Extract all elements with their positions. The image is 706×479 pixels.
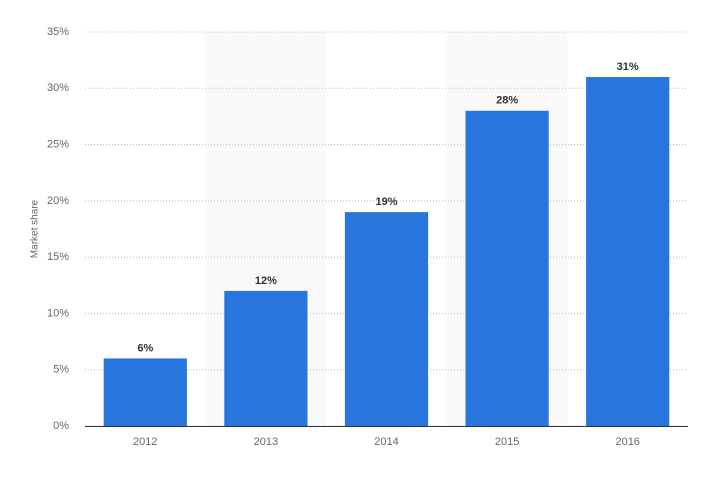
bar (465, 110, 549, 427)
y-tick-label: 20% (47, 195, 69, 207)
y-tick-label: 15% (47, 251, 69, 263)
y-axis-title: Market share (30, 199, 41, 258)
bar (224, 290, 308, 426)
y-tick-label: 30% (47, 82, 69, 94)
bar (586, 77, 670, 427)
y-tick-label: 10% (47, 307, 69, 319)
x-tick-label: 2016 (615, 436, 639, 448)
value-label: 31% (617, 61, 639, 73)
y-tick-label: 0% (53, 420, 69, 432)
y-tick-label: 25% (47, 138, 69, 150)
value-label: 6% (137, 342, 153, 354)
value-label: 12% (255, 275, 277, 287)
bar (103, 358, 187, 426)
x-tick-label: 2015 (495, 436, 519, 448)
x-tick-label: 2012 (133, 436, 157, 448)
x-tick-label: 2013 (254, 436, 278, 448)
bar (344, 212, 429, 426)
y-tick-label: 5% (53, 364, 69, 376)
y-tick-label: 35% (47, 26, 69, 38)
x-tick-label: 2014 (374, 436, 398, 448)
value-label: 19% (375, 196, 397, 208)
value-label: 28% (496, 95, 518, 107)
